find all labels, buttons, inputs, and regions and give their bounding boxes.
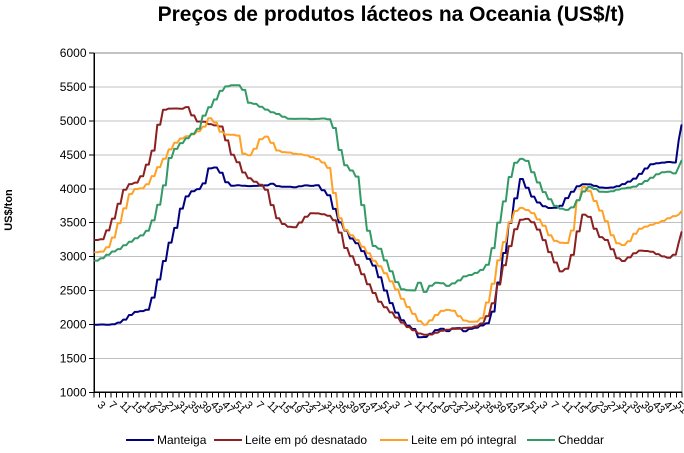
- svg-text:4000: 4000: [60, 182, 87, 196]
- svg-text:Manteiga: Manteiga: [157, 433, 207, 447]
- svg-text:US$/ton: US$/ton: [3, 189, 15, 231]
- svg-text:4500: 4500: [60, 148, 87, 162]
- svg-text:Cheddar: Cheddar: [558, 433, 604, 447]
- svg-text:3000: 3000: [60, 250, 87, 264]
- svg-text:2000: 2000: [60, 318, 87, 332]
- svg-text:Preços de produtos lácteos na: Preços de produtos lácteos na Oceania (U…: [158, 3, 625, 26]
- svg-text:2500: 2500: [60, 284, 87, 298]
- svg-text:3500: 3500: [60, 216, 87, 230]
- svg-text:6000: 6000: [60, 46, 87, 60]
- svg-text:51: 51: [673, 399, 684, 416]
- svg-text:5000: 5000: [60, 114, 87, 128]
- svg-text:1500: 1500: [60, 352, 87, 366]
- svg-text:Leite em pó integral: Leite em pó integral: [411, 433, 516, 447]
- svg-text:Leite em pó desnatado: Leite em pó desnatado: [245, 433, 367, 447]
- svg-text:5500: 5500: [60, 80, 87, 94]
- svg-text:1000: 1000: [60, 385, 87, 399]
